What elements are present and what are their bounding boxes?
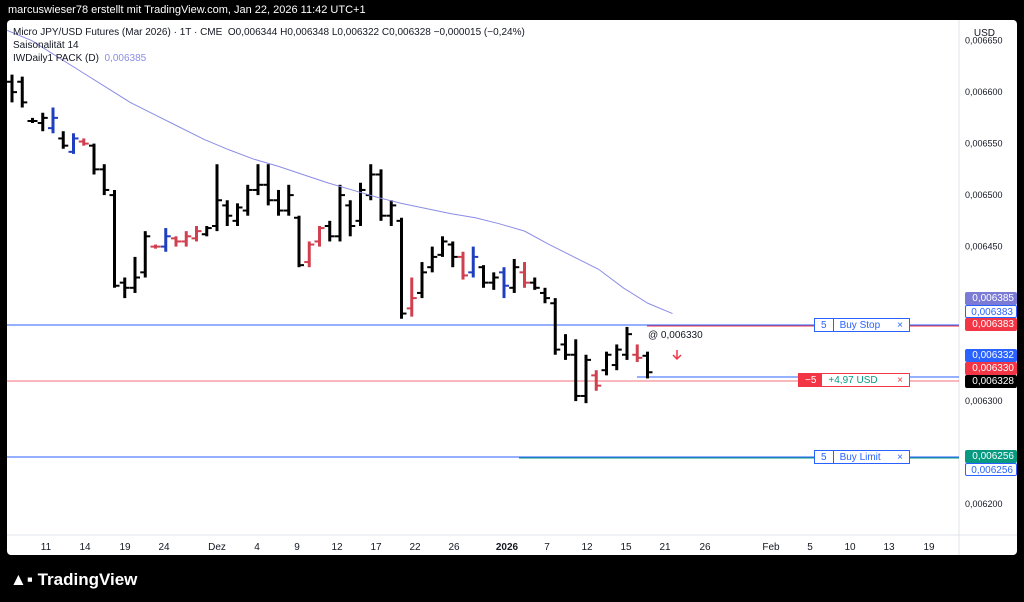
currency-label[interactable]: USD bbox=[973, 28, 995, 39]
legend-indicator-seasonality[interactable]: Saisonalität 14 bbox=[13, 40, 79, 51]
buy-limit-order[interactable]: 5 Buy Limit × bbox=[814, 450, 910, 464]
x-tick-label: 17 bbox=[370, 542, 382, 553]
buy-stop-order[interactable]: 5 Buy Stop × bbox=[814, 318, 910, 332]
ma-price-label: 0,006385 bbox=[965, 292, 1017, 305]
x-tick-label: 24 bbox=[158, 542, 170, 553]
footer: ▲▪ TradingView bbox=[0, 560, 1024, 602]
x-tick-label: 21 bbox=[659, 542, 671, 553]
x-tick-label: 5 bbox=[807, 542, 813, 553]
price-chart[interactable]: 0,006650 0,006600 0,006550 0,006500 0,006450… bbox=[7, 20, 1017, 555]
y-tick-label: 0,006600 bbox=[965, 87, 1003, 97]
buy-limit-close-button[interactable]: × bbox=[897, 452, 903, 463]
buy-stop-qty: 5 bbox=[815, 319, 834, 331]
y-tick-label: 0,006550 bbox=[965, 139, 1003, 149]
buy-stop-price-label-2: 0,006383 bbox=[965, 318, 1017, 331]
sell-marker-icon bbox=[672, 350, 682, 361]
fill-note: @ 0,006330 bbox=[648, 330, 703, 341]
x-tick-label: 19 bbox=[119, 542, 131, 553]
x-tick-label: 15 bbox=[620, 542, 632, 553]
position-pnl: +4,97 USD bbox=[828, 375, 878, 386]
legend-ohlc: O0,006344 H0,006348 L0,006322 C0,006328 … bbox=[227, 27, 525, 38]
position-qty: −5 bbox=[799, 374, 823, 386]
buy-limit-qty: 5 bbox=[815, 451, 834, 463]
legend-indicator-pack[interactable]: IWDaily1 PACK (D) 0,006385 bbox=[13, 53, 146, 64]
x-tick-label: Feb bbox=[762, 542, 780, 553]
x-tick-label: 2026 bbox=[496, 542, 519, 553]
indicator-value: 0,006385 bbox=[104, 53, 147, 64]
y-tick-label: 0,006450 bbox=[965, 242, 1003, 252]
x-tick-label: 7 bbox=[544, 542, 550, 553]
brand-text: TradingView bbox=[37, 570, 138, 589]
y-tick-label: 0,006650 bbox=[965, 36, 1003, 46]
x-tick-label: 19 bbox=[923, 542, 935, 553]
x-tick-label: Dez bbox=[208, 542, 226, 553]
indicator-name: IWDaily1 PACK (D) bbox=[13, 53, 99, 64]
x-tick-label: 26 bbox=[699, 542, 711, 553]
x-tick-label: 10 bbox=[844, 542, 856, 553]
position-blue-price-label: 0,006332 bbox=[965, 349, 1017, 362]
buy-limit-price-label: 0,006256 bbox=[965, 450, 1017, 463]
tradingview-logo: ▲▪ TradingView bbox=[10, 570, 137, 590]
x-tick-label: 14 bbox=[79, 542, 91, 553]
legend-symbol-line: Micro JPY/USD Futures (Mar 2026) · 1T · … bbox=[13, 27, 525, 38]
x-tick-label: 13 bbox=[883, 542, 895, 553]
x-tick-label: 9 bbox=[294, 542, 300, 553]
logo-mark-icon: ▲▪ bbox=[10, 570, 38, 589]
y-tick-label: 0,006300 bbox=[965, 396, 1003, 406]
position-line[interactable]: −5 +4,97 USD × bbox=[798, 373, 910, 387]
buy-limit-label: Buy Limit bbox=[839, 452, 881, 463]
x-tick-label: 26 bbox=[448, 542, 460, 553]
moving-average-line bbox=[7, 29, 673, 315]
x-tick-label: 22 bbox=[409, 542, 421, 553]
buy-limit-price-label-2: 0,006256 bbox=[965, 463, 1017, 476]
buy-stop-close-button[interactable]: × bbox=[897, 320, 903, 331]
chart-panel[interactable]: 0,006650 0,006600 0,006550 0,006500 0,006450… bbox=[7, 20, 1017, 555]
position-red-price-label: 0,006330 bbox=[965, 362, 1017, 375]
x-tick-label: 12 bbox=[331, 542, 343, 553]
credit-text: marcuswieser78 erstellt mit TradingView.… bbox=[8, 4, 366, 16]
x-tick-label: 12 bbox=[581, 542, 593, 553]
position-close-button[interactable]: × bbox=[897, 375, 903, 386]
y-tick-label: 0,006200 bbox=[965, 499, 1003, 509]
x-tick-label: 11 bbox=[41, 542, 52, 553]
buy-stop-price-label: 0,006383 bbox=[965, 305, 1017, 318]
legend-symbol: Micro JPY/USD Futures (Mar 2026) · 1T · … bbox=[13, 27, 223, 38]
top-bar: marcuswieser78 erstellt mit TradingView.… bbox=[0, 0, 1024, 20]
last-price-label: 0,006328 bbox=[965, 375, 1017, 388]
y-tick-label: 0,006500 bbox=[965, 190, 1003, 200]
buy-stop-label: Buy Stop bbox=[839, 320, 881, 331]
x-tick-label: 4 bbox=[254, 542, 260, 553]
